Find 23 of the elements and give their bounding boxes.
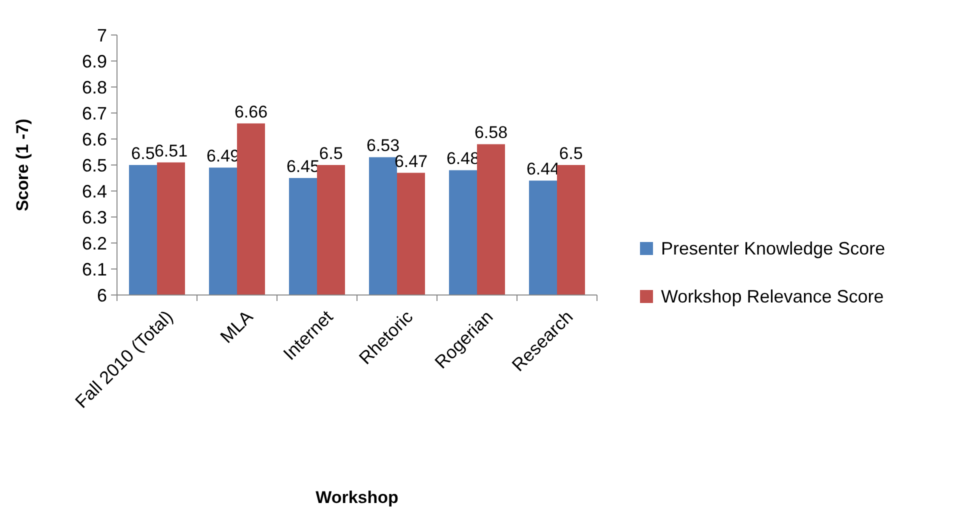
y-axis-title: Score (1 -7) xyxy=(13,118,32,212)
data-label: 6.5 xyxy=(319,144,343,163)
x-tick-label: MLA xyxy=(216,306,257,347)
y-tick-label: 6.3 xyxy=(82,207,107,228)
y-tick-label: 6.7 xyxy=(82,103,107,124)
y-tick-label: 6.1 xyxy=(82,259,107,280)
y-tick-label: 6.4 xyxy=(82,181,107,202)
y-tick-label: 6.9 xyxy=(82,51,107,72)
y-tick-label: 6.6 xyxy=(82,129,107,150)
legend-label: Presenter Knowledge Score xyxy=(661,238,886,258)
data-label: 6.58 xyxy=(474,123,508,142)
y-tick-label: 6.5 xyxy=(82,155,107,176)
y-tick-label: 6.8 xyxy=(82,77,107,98)
legend-label: Workshop Relevance Score xyxy=(661,286,884,306)
data-label: 6.5 xyxy=(559,144,583,163)
data-label: 6.51 xyxy=(154,141,188,160)
data-label: 6.53 xyxy=(366,136,400,156)
data-label: 6.66 xyxy=(234,102,268,122)
y-tick-label: 6 xyxy=(96,285,107,306)
y-tick-label: 7 xyxy=(96,25,107,46)
data-label: 6.5 xyxy=(131,144,155,163)
x-axis-title: Workshop xyxy=(316,488,398,507)
y-tick-label: 6.2 xyxy=(82,233,107,254)
